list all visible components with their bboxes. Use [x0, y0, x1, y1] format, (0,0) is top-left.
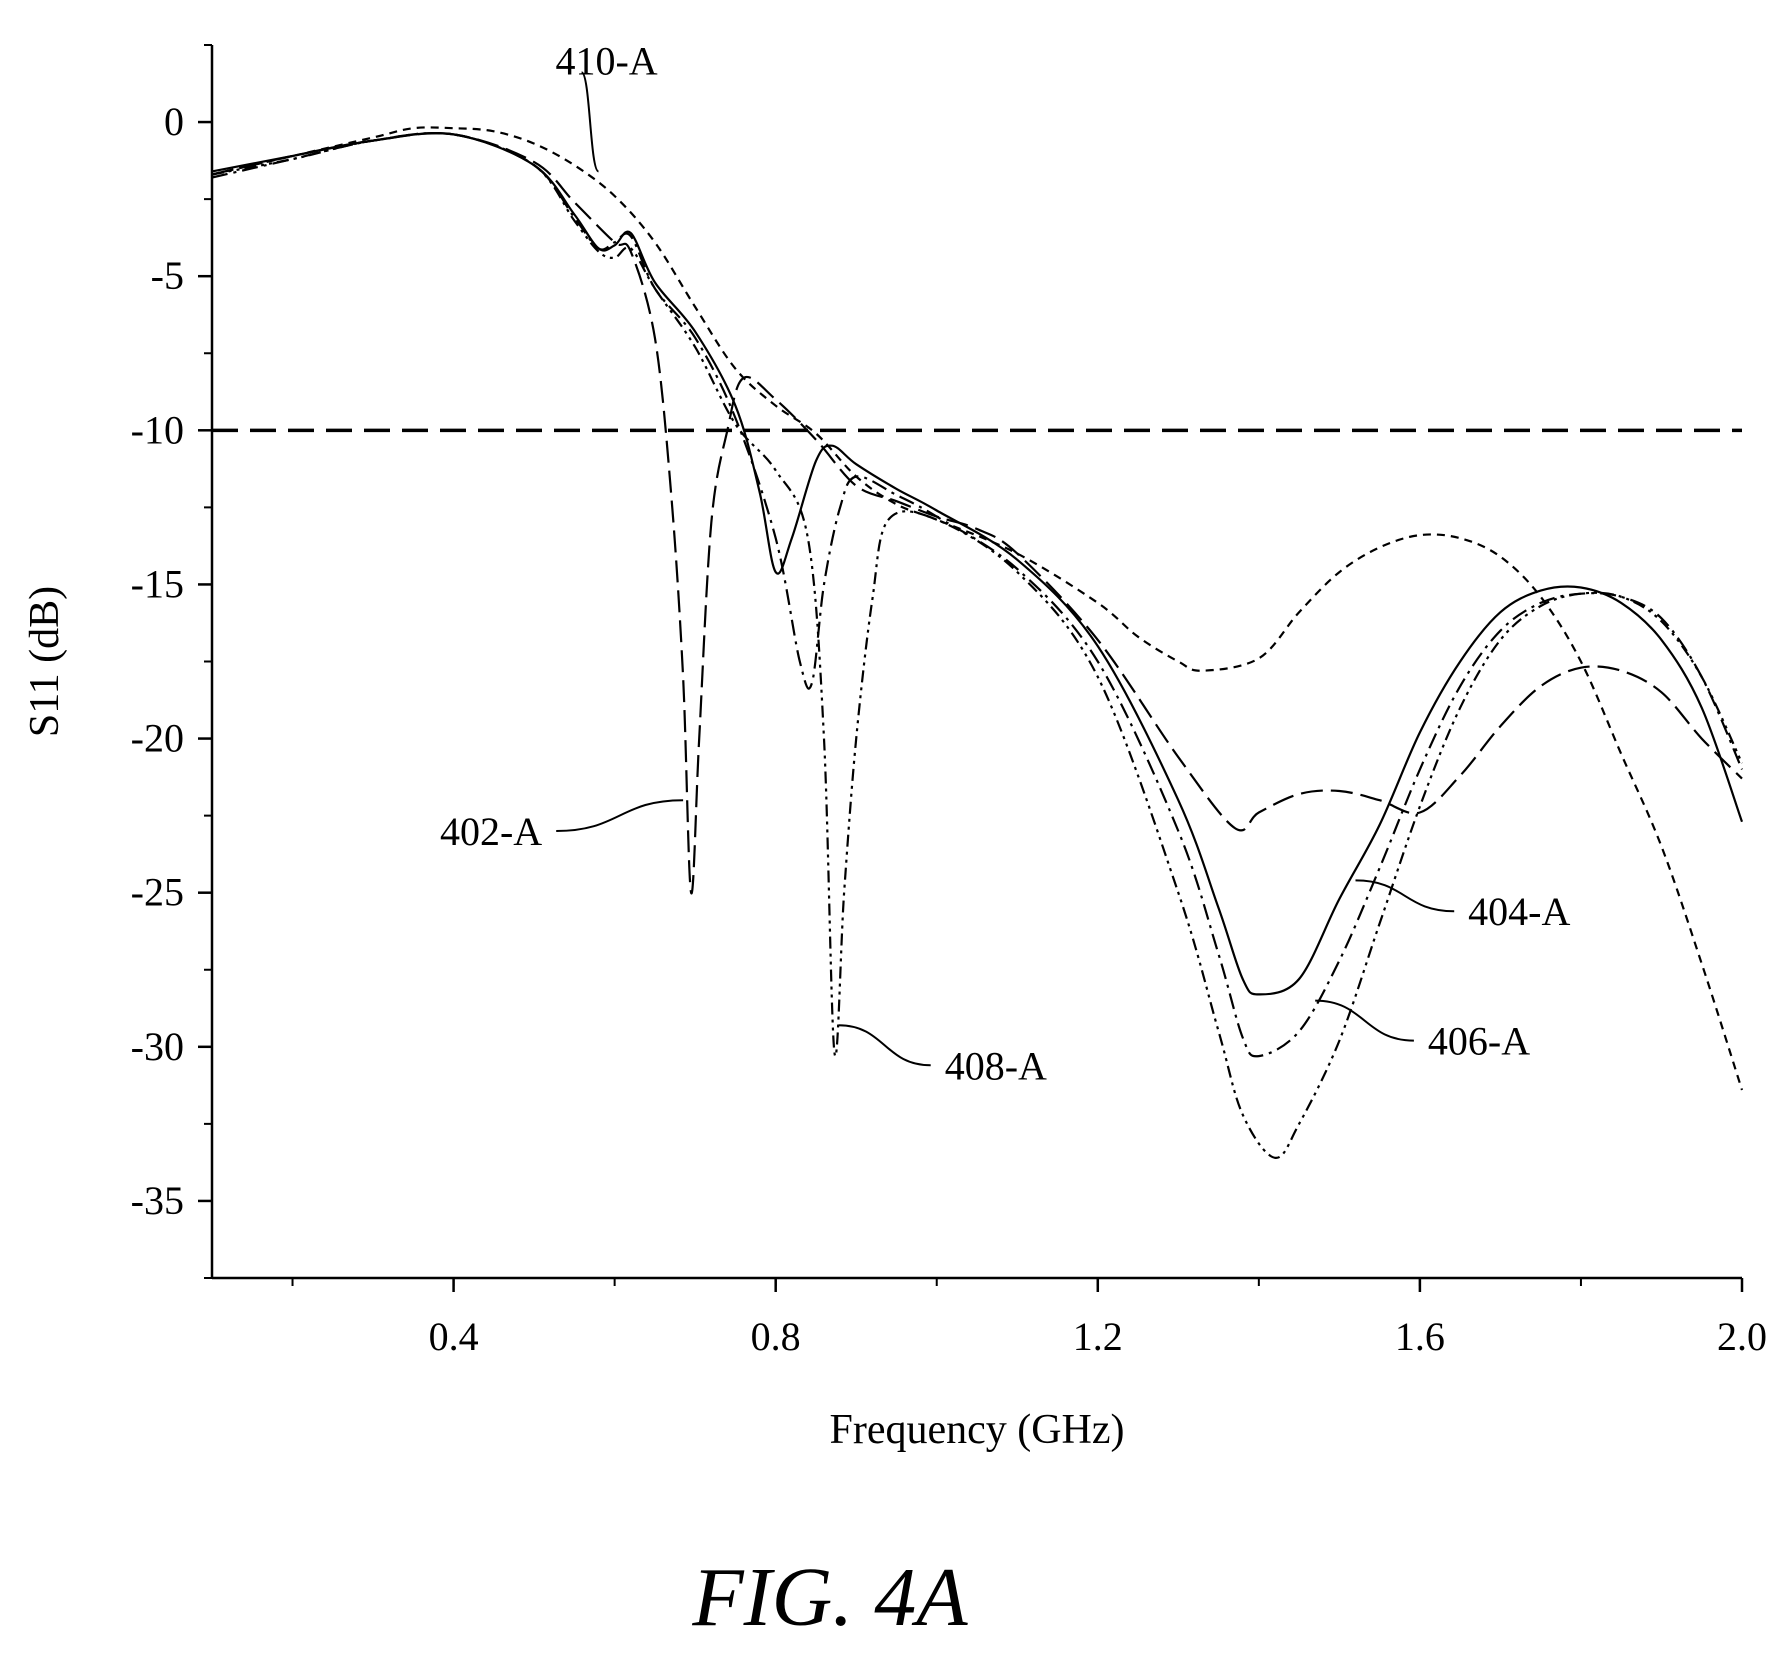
y-tick-label: -15: [131, 561, 184, 606]
x-tick-label: 0.8: [751, 1314, 801, 1359]
figure-caption: FIG. 4A: [691, 1551, 968, 1644]
callout-leader-406-a: [1315, 999, 1414, 1042]
series-line-406-a: [211, 131, 1744, 1058]
y-tick-label: -30: [131, 1024, 184, 1069]
callout-leader-410-a: [580, 71, 600, 173]
x-tick-label: 1.6: [1395, 1314, 1445, 1359]
x-axis-label: Frequency (GHz): [829, 1407, 1124, 1453]
series-group: [211, 126, 1744, 1159]
callout-leader-402-a: [556, 799, 684, 832]
series-line-402-a: [211, 132, 1743, 895]
y-tick-label: -20: [131, 716, 184, 761]
callout-leader-408-a: [838, 1024, 931, 1067]
callout-group: 410-A 402-A 408-A 404-A 406-A: [440, 38, 1570, 1088]
tick-marks: 0 -5 -10 -15 -20 -25 -30 -35 0.4 0.8 1.2 1.6 2.0: [131, 44, 1767, 1359]
x-tick-label: 2.0: [1717, 1314, 1767, 1359]
callout-leader-404-a: [1355, 879, 1455, 913]
callout-label-408-a: 408-A: [945, 1043, 1047, 1088]
series-line-404-a: [211, 132, 1744, 996]
y-axis-label: S11 (dB): [22, 586, 68, 737]
y-tick-label: -10: [131, 407, 184, 452]
x-tick-label: 0.4: [429, 1314, 479, 1359]
callout-label-406-a: 406-A: [1428, 1019, 1530, 1064]
series-line-408-a: [211, 131, 1743, 1159]
x-tick-label: 1.2: [1073, 1314, 1123, 1359]
series-line-410-a: [211, 126, 1744, 1091]
callout-label-410-a: 410-A: [555, 38, 657, 83]
y-tick-label: 0: [164, 99, 184, 144]
axes: [210, 45, 1742, 1280]
y-tick-label: -25: [131, 870, 184, 915]
y-tick-label: -5: [151, 253, 184, 298]
y-tick-label: -35: [131, 1178, 184, 1223]
callout-label-402-a: 402-A: [440, 809, 542, 854]
callout-label-404-a: 404-A: [1468, 889, 1570, 934]
